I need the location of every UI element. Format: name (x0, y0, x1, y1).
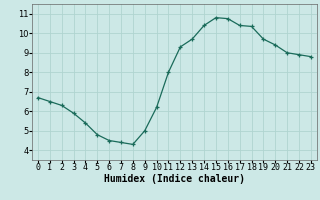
X-axis label: Humidex (Indice chaleur): Humidex (Indice chaleur) (104, 174, 245, 184)
